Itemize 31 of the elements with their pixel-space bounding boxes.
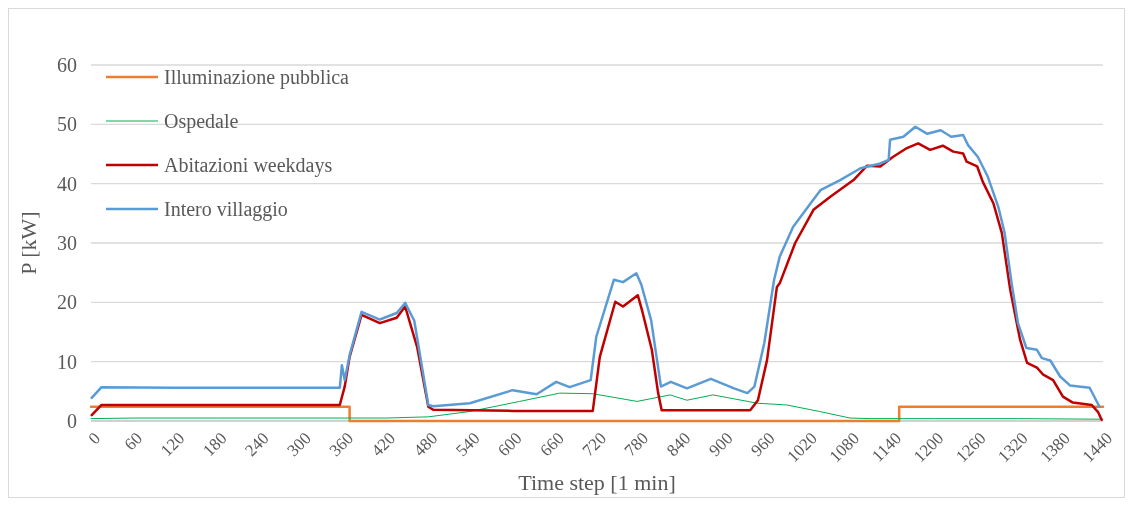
line-series: [90, 392, 1104, 420]
x-tick-label: 360: [325, 428, 358, 461]
x-tick-label: 180: [199, 428, 231, 461]
x-tick-label: 540: [452, 428, 484, 461]
x-tick-label: 60: [120, 428, 147, 455]
x-tick-label: 840: [662, 428, 695, 461]
x-tick-label: 240: [241, 428, 273, 461]
legend-label: Illuminazione pubblica: [164, 66, 350, 89]
x-tick-label: 420: [367, 428, 400, 461]
x-tick-label: 300: [283, 428, 315, 461]
y-tick-label: 30: [57, 232, 77, 254]
y-tick-label: 50: [57, 113, 77, 136]
y-tick-label: 40: [57, 172, 77, 195]
x-tick-label: 900: [705, 428, 737, 461]
x-tick-label: 480: [409, 428, 442, 461]
y-tick-label: 60: [57, 54, 77, 76]
legend-label: Abitazioni weekdays: [164, 154, 333, 177]
x-tick-label: 780: [620, 428, 653, 461]
x-tick-label: 120: [156, 428, 189, 461]
y-tick-label: 10: [57, 350, 77, 373]
x-tick-label: 720: [578, 428, 611, 461]
legend-label: Ospedale: [164, 110, 239, 133]
x-axis-title: Time step [1 min]: [518, 470, 676, 495]
x-tick-label: 960: [747, 428, 779, 461]
y-axis-title: P [kW]: [16, 211, 41, 275]
legend-label: Intero villaggio: [164, 198, 288, 221]
y-tick-label: 20: [57, 291, 77, 314]
x-tick-label: 600: [494, 428, 526, 461]
y-tick-label: 0: [67, 410, 77, 432]
x-tick-label: 660: [536, 428, 568, 461]
x-tick-label: 0: [84, 428, 105, 449]
